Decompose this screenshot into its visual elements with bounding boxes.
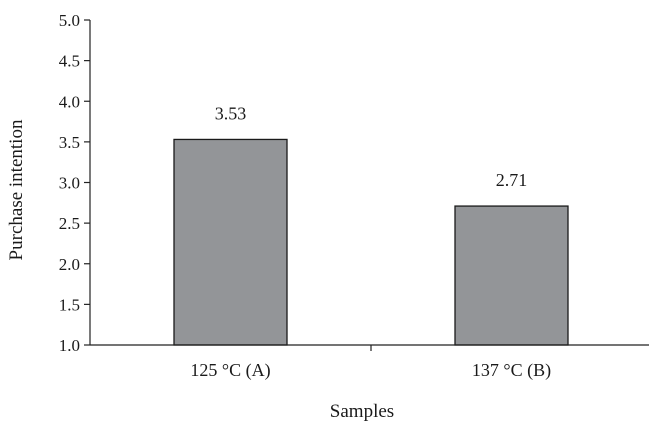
x-category-label: 125 °C (A) xyxy=(190,360,270,381)
x-axis-title: Samples xyxy=(330,401,394,422)
y-tick-label: 4.5 xyxy=(59,52,80,71)
y-ticks-group: 1.0 1.5 2.0 2.5 3.0 3.5 4.0 4.5 5.0 xyxy=(59,11,90,355)
y-tick-label: 3.0 xyxy=(59,174,80,193)
y-tick-label: 4.0 xyxy=(59,92,80,111)
bars-group xyxy=(173,138,569,346)
bar-value-label: 2.71 xyxy=(496,170,528,190)
bar-value-label: 3.53 xyxy=(215,103,247,123)
y-tick-label: 1.0 xyxy=(59,336,80,355)
y-tick-label: 2.5 xyxy=(59,214,80,233)
y-tick-label: 1.5 xyxy=(59,295,80,314)
bar xyxy=(173,138,288,346)
x-category-label: 137 °C (B) xyxy=(472,360,551,381)
y-tick-label: 3.5 xyxy=(59,133,80,152)
labels-group: 3.53 125 °C (A) 2.71 137 °C (B) xyxy=(190,103,551,381)
bar xyxy=(454,205,569,346)
y-tick-label: 2.0 xyxy=(59,255,80,274)
y-tick-label: 5.0 xyxy=(59,11,80,30)
y-axis-title: Purchase intention xyxy=(6,119,27,260)
